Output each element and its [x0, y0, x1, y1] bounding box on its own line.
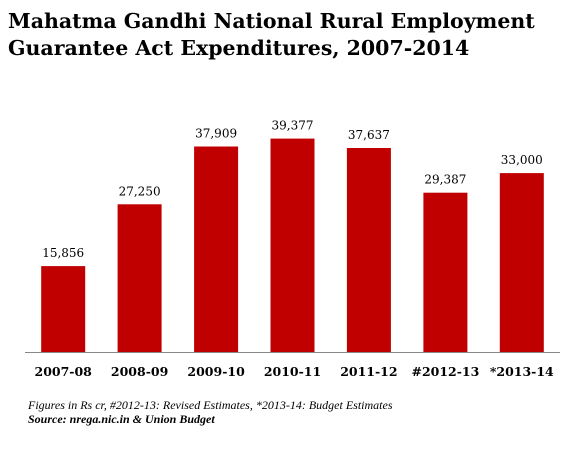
- bar-2008-09: [117, 204, 162, 352]
- category-label: 2010-11: [264, 364, 321, 379]
- bar-2007-08: [41, 266, 86, 352]
- chart-notes: Figures in Rs cr, #2012-13: Revised Esti…: [28, 398, 568, 426]
- category-label: 2011-12: [340, 364, 397, 379]
- value-label: 39,377: [272, 119, 314, 133]
- chart-title-line-2: Guarantee Act Expenditures, 2007-2014: [8, 36, 470, 60]
- category-label: #2012-13: [411, 364, 479, 379]
- value-label: 15,856: [42, 246, 84, 260]
- footnote: Figures in Rs cr, #2012-13: Revised Esti…: [28, 398, 393, 412]
- category-labels-group: 2007-08 2008-09 2009-10 2010-11 2011-12 #2012…: [35, 364, 555, 379]
- bar-2010-11: [270, 138, 315, 352]
- value-label: 27,250: [119, 184, 161, 198]
- category-label: 2007-08: [35, 364, 93, 379]
- category-label: 2009-10: [187, 364, 245, 379]
- value-label: 37,637: [348, 128, 390, 142]
- value-label: 29,387: [424, 173, 466, 187]
- bar-2009-10: [194, 146, 239, 352]
- value-labels-group: 15,856 27,250 37,909 39,377 37,637 29,387 33,0…: [42, 119, 543, 261]
- bars-group: [41, 138, 544, 352]
- category-label: 2008-09: [111, 364, 168, 379]
- chart-title: Mahatma Gandhi National Rural Employment…: [8, 8, 568, 62]
- value-label: 33,000: [501, 153, 543, 167]
- source-note: Source: nrega.nic.in & Union Budget: [28, 412, 215, 426]
- bar-2013-14: [499, 173, 544, 352]
- category-label: *2013-14: [490, 364, 554, 379]
- chart-title-line-1: Mahatma Gandhi National Rural Employment: [8, 9, 535, 33]
- value-label: 37,909: [195, 127, 237, 141]
- bar-2011-12: [346, 148, 391, 352]
- bar-2012-13: [423, 192, 468, 352]
